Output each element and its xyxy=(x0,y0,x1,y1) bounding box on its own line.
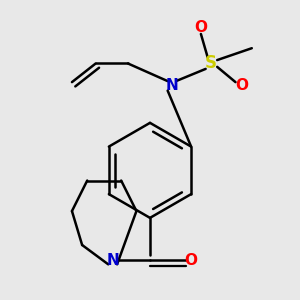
Text: S: S xyxy=(205,55,217,73)
Text: O: O xyxy=(235,78,248,93)
Text: O: O xyxy=(194,20,207,35)
Text: N: N xyxy=(166,78,178,93)
Text: N: N xyxy=(106,253,119,268)
Text: O: O xyxy=(184,253,197,268)
